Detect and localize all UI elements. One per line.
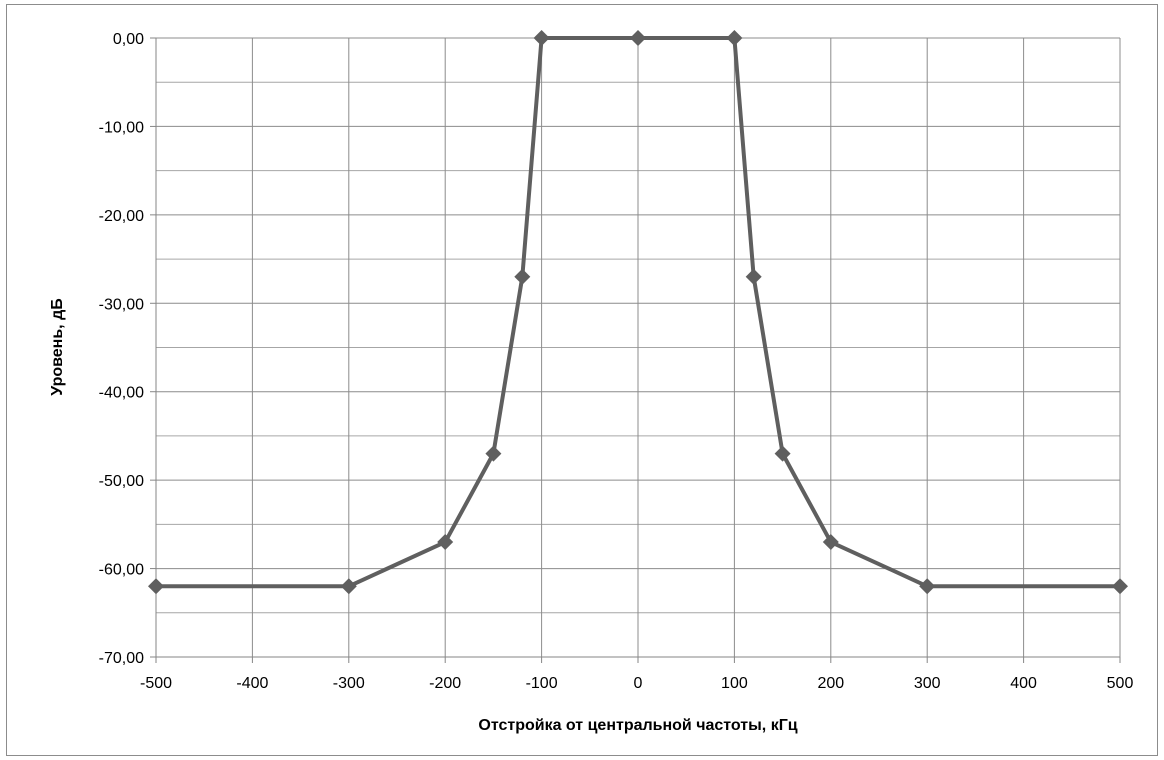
y-tick-label: -50,00 <box>99 473 144 490</box>
chart-area <box>6 4 1158 756</box>
gridlines <box>155 37 1121 658</box>
x-tick-label: -400 <box>236 675 268 692</box>
diamond-marker <box>533 30 550 46</box>
x-tick-label: 300 <box>914 675 941 692</box>
axes <box>150 37 1121 663</box>
diamond-marker <box>630 30 646 46</box>
diamond-marker <box>437 534 454 551</box>
x-tick-label: -200 <box>429 675 461 692</box>
x-tick-label: 200 <box>817 675 844 692</box>
diamond-marker <box>726 30 743 46</box>
y-tick-label: -60,00 <box>99 562 144 579</box>
x-axis-title: Отстройка от центральной частоты, кГц <box>478 717 797 734</box>
y-axis-title: Уровень, дБ <box>49 298 66 395</box>
tick-labels: 0,00 -10,00 -20,00 -30,00 -40,00 -50,00 -60,00… <box>99 31 1134 692</box>
diamond-marker <box>822 534 839 551</box>
y-tick-label: -30,00 <box>99 296 144 313</box>
y-tick-label: 0,00 <box>113 31 144 48</box>
x-tick-label: 500 <box>1107 675 1134 692</box>
diamond-marker <box>1112 578 1128 595</box>
x-tick-label: -300 <box>333 675 365 692</box>
x-tick-label: -500 <box>140 675 172 692</box>
x-tick-label: -100 <box>526 675 558 692</box>
diamond-marker <box>745 268 762 285</box>
y-tick-label: -10,00 <box>99 119 144 136</box>
y-tick-label: -20,00 <box>99 208 144 225</box>
diamond-marker <box>340 578 357 595</box>
x-tick-label: 400 <box>1010 675 1037 692</box>
x-tick-label: 100 <box>721 675 748 692</box>
diamond-marker <box>774 445 791 462</box>
x-tick-label: 0 <box>634 675 643 692</box>
diamond-marker <box>485 445 502 462</box>
diamond-marker <box>514 268 531 285</box>
diamond-marker <box>148 578 164 595</box>
y-tick-label: -40,00 <box>99 385 144 402</box>
y-tick-label: -70,00 <box>99 650 144 667</box>
diamond-marker <box>919 578 936 595</box>
series-group <box>148 30 1128 595</box>
